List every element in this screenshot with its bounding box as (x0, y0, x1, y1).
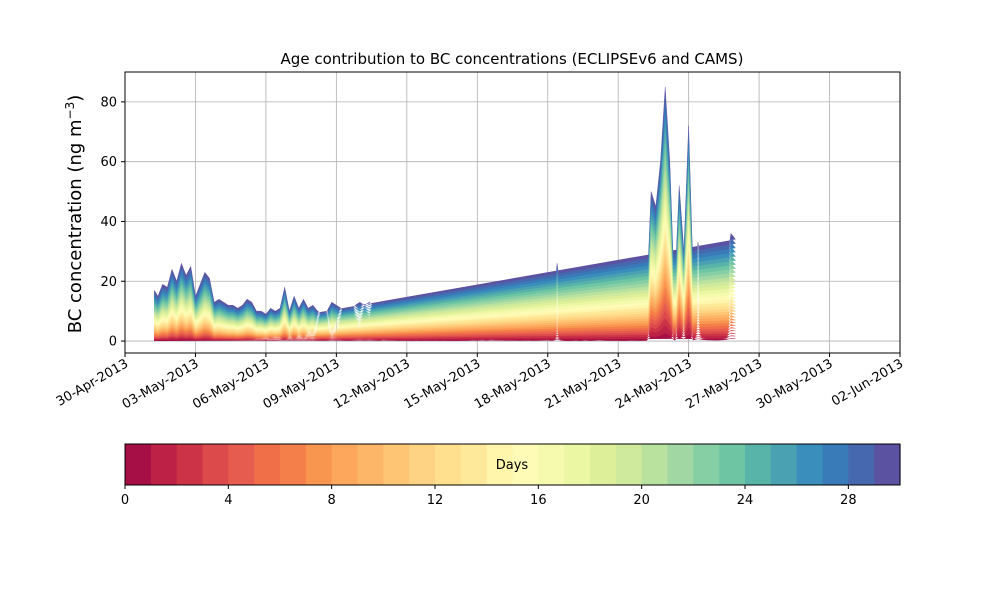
colorbar-bin-6 (280, 444, 307, 485)
y-tick-label: 60 (100, 155, 117, 170)
colorbar-bin-28 (848, 444, 875, 485)
x-tick-label: 15-May-2013 (402, 356, 484, 412)
x-tick-label: 27-May-2013 (683, 356, 765, 412)
colorbar-bin-19 (615, 444, 643, 485)
colorbar-bin-11 (409, 444, 436, 485)
chart-title: Age contribution to BC concentrations (E… (281, 50, 744, 68)
colorbar-label: Days (496, 458, 529, 473)
y-tick-label: 0 (109, 335, 117, 350)
colorbar-bin-9 (357, 444, 384, 485)
colorbar-tick-label: 28 (840, 493, 857, 508)
colorbar-tick-label: 0 (121, 493, 129, 508)
colorbar-bin-29 (874, 444, 901, 485)
x-tick-label: 02-Jun-2013 (829, 356, 906, 409)
colorbar-bin-16 (538, 444, 565, 485)
x-tick-label: 06-May-2013 (190, 356, 272, 412)
x-tick-label: 03-May-2013 (120, 356, 202, 412)
x-tick-label: 30-Apr-2013 (54, 356, 131, 409)
colorbar-bin-27 (822, 444, 849, 485)
y-axis-label: BC concentration (ng m−3) (63, 95, 86, 334)
colorbar-bin-24 (745, 444, 772, 485)
colorbar (124, 443, 901, 486)
x-tick-label: 30-May-2013 (754, 356, 836, 412)
colorbar-bin-23 (719, 444, 746, 485)
colorbar-bin-22 (693, 444, 720, 485)
colorbar-frame (124, 443, 901, 486)
colorbar-tick-label: 8 (328, 493, 336, 508)
stacked-areas (154, 86, 736, 342)
colorbar-tick-label: 16 (530, 493, 547, 508)
colorbar-tick-label: 24 (737, 493, 754, 508)
colorbar-bin-20 (641, 444, 669, 485)
colorbar-bin-3 (202, 444, 229, 485)
colorbar-bin-14 (486, 444, 514, 485)
age-band-0-1-days (154, 333, 736, 342)
colorbar-bin-1 (150, 444, 178, 485)
x-tick-label: 09-May-2013 (261, 356, 343, 412)
plot-frame (124, 71, 901, 354)
colorbar-bin-0 (125, 444, 152, 485)
x-tick-label: 21-May-2013 (543, 356, 625, 412)
colorbar-bin-7 (305, 444, 333, 485)
y-tick-label: 40 (100, 215, 117, 230)
x-axis-ticks: 30-Apr-201303-May-201306-May-201309-May-… (54, 353, 906, 412)
y-tick-label: 80 (100, 95, 117, 110)
colorbar-tick-label: 20 (633, 493, 650, 508)
colorbar-bin-17 (564, 444, 591, 485)
colorbar-bin-21 (667, 444, 694, 485)
y-axis-label-superscript: −3 (63, 102, 77, 120)
colorbar-bin-18 (590, 444, 617, 485)
colorbar-bin-15 (512, 444, 539, 485)
colorbar-bin-2 (176, 444, 204, 485)
colorbar-bin-13 (460, 444, 488, 485)
colorbar-bin-12 (435, 444, 462, 485)
colorbar-bin-26 (796, 444, 824, 485)
x-tick-label: 24-May-2013 (613, 356, 695, 412)
x-tick-label: 12-May-2013 (331, 356, 413, 412)
y-axis-label-close: ) (65, 95, 86, 102)
colorbar-bin-25 (770, 444, 798, 485)
y-axis-ticks: 0 20 40 60 80 (100, 95, 125, 350)
colorbar-bin-10 (383, 444, 410, 485)
colorbar-bin-5 (254, 444, 281, 485)
colorbar-ticks: 0 4 8 12 16 20 24 28 (121, 485, 857, 508)
colorbar-tick-label: 4 (224, 493, 232, 508)
y-tick-label: 20 (100, 275, 117, 290)
x-tick-label: 18-May-2013 (472, 356, 554, 412)
colorbar-tick-label: 12 (427, 493, 444, 508)
y-axis-label-main: BC concentration (ng m (65, 119, 86, 333)
colorbar-bin-8 (331, 444, 359, 485)
colorbar-bin-4 (228, 444, 255, 485)
